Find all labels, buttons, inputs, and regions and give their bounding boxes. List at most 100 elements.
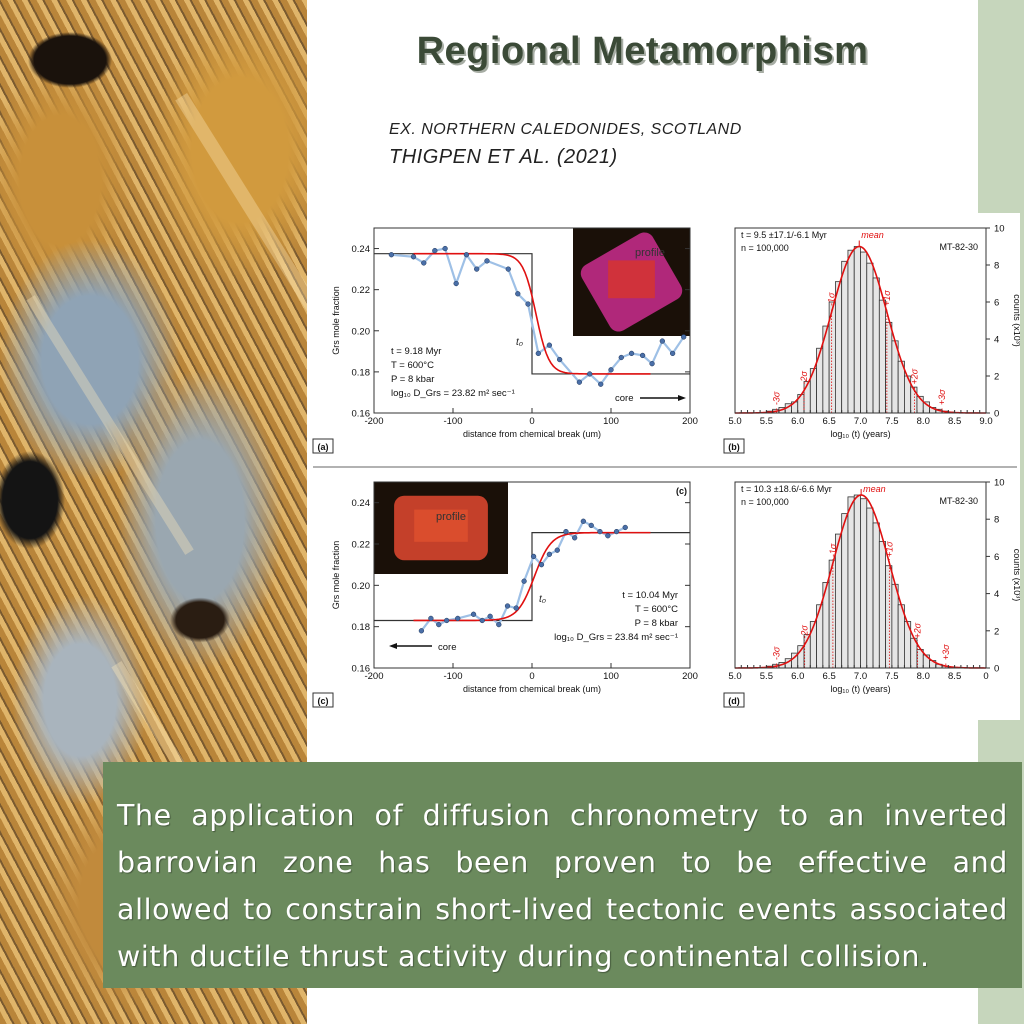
- sample-label: MT-82-30: [939, 496, 978, 506]
- sigma-label: +1σ: [884, 541, 894, 557]
- data-point: [639, 352, 646, 359]
- sigma-label: -1σ: [828, 543, 838, 557]
- histogram-bar: [860, 251, 868, 414]
- y-tick-label: 0.20: [352, 581, 371, 592]
- data-point: [515, 291, 521, 297]
- annotation-text: t = 9.5 ±17.1/-6.1 Myr: [741, 230, 827, 240]
- data-point: [428, 615, 434, 622]
- histogram-bar: [878, 299, 887, 414]
- histogram-bar: [891, 340, 899, 414]
- y-tick-label: 2: [994, 626, 999, 637]
- plot-frame: [734, 481, 987, 669]
- x-tick-label: 8.5: [948, 671, 961, 682]
- data-point: [580, 518, 587, 524]
- y-tick-label: 0.18: [352, 622, 371, 633]
- annotation-text: P = 8 kbar: [391, 374, 434, 385]
- data-point: [410, 254, 417, 260]
- panel-label-box: [723, 692, 745, 708]
- panel-label: (a): [318, 442, 329, 452]
- histogram-bar: [847, 249, 855, 414]
- y-tick-label: 4: [994, 335, 999, 346]
- y-tick-label: 0.18: [352, 367, 371, 378]
- plot-frame: [373, 481, 691, 669]
- x-tick-label: 5.0: [728, 671, 741, 682]
- x-tick-label: 6.5: [823, 671, 836, 682]
- annotation-text: T = 600°C: [635, 604, 678, 615]
- panel-label: (c): [318, 696, 329, 706]
- x-tick-label: 0: [983, 671, 988, 682]
- x-tick-label: 8.5: [948, 416, 961, 427]
- core-arrow-head: [389, 643, 397, 649]
- sigma-label: +2σ: [909, 368, 919, 384]
- histogram-bar: [841, 513, 849, 669]
- data-point: [535, 350, 541, 357]
- histogram-bar: [872, 522, 880, 669]
- sigma-label: -3σ: [771, 391, 781, 405]
- plot-frame: [734, 227, 987, 414]
- gaussian-fit-curve: [734, 245, 987, 414]
- sigma-label: +3σ: [937, 389, 947, 405]
- y-tick-label: 0.24: [352, 244, 371, 255]
- x-tick-label: 0: [529, 416, 534, 427]
- chart-b: -3σ -2σ -1σ +1σ +2σ +3σ mean t = 9.5 ±17.1/-6.1…: [723, 224, 1020, 454]
- y-tick-label: 0: [994, 664, 999, 675]
- y-tick-label: 8: [994, 515, 999, 526]
- histogram-bar: [866, 507, 874, 669]
- t0-label: t₀: [539, 594, 546, 605]
- diffusion-fit-curve: [413, 531, 651, 622]
- data-point: [608, 367, 614, 373]
- x-tick-label: 100: [603, 416, 619, 427]
- core-arrow-label: core: [438, 642, 456, 653]
- chart-a: profile t₀ t = 9.18 Myr T = 600°C P = 8 kbar…: [312, 227, 698, 454]
- x-tick-label: 0: [529, 671, 534, 682]
- y-tick-label: 0: [994, 409, 999, 420]
- core-arrow-head: [678, 395, 686, 401]
- gaussian-fit-curve: [734, 494, 987, 669]
- y-tick-label: 0.20: [352, 326, 371, 337]
- x-tick-label: 5.5: [760, 416, 773, 427]
- data-point: [546, 551, 553, 557]
- t0-label: t₀: [516, 337, 523, 348]
- y-tick-label: 10: [994, 478, 1005, 489]
- annotation-text: log₁₀ D_Grs = 23.82 m² sec⁻¹: [391, 388, 515, 399]
- x-axis-label: log₁₀ (t) (years): [830, 429, 890, 439]
- figure-charts: profile t₀ t = 9.18 Myr T = 600°C P = 8 kbar…: [312, 224, 1020, 708]
- y-tick-label: 0.16: [352, 664, 371, 675]
- y-tick-label: 0.22: [352, 285, 371, 296]
- panel-label-box: [312, 692, 334, 708]
- histogram-bar: [910, 386, 918, 414]
- x-tick-label: 7.0: [854, 416, 867, 427]
- sigma-label: +3σ: [941, 644, 951, 660]
- data-point: [613, 528, 620, 535]
- x-axis-label: distance from chemical break (um): [463, 684, 601, 694]
- data-point: [504, 603, 511, 609]
- data-point: [563, 528, 569, 535]
- annotation-text: t = 10.04 Myr: [622, 590, 678, 601]
- data-point: [557, 356, 563, 363]
- x-tick-label: 6.0: [791, 671, 804, 682]
- data-point: [463, 252, 470, 258]
- data-point: [453, 280, 459, 287]
- y-tick-label: 6: [994, 552, 999, 563]
- caption-text: The application of diffusion chronometry…: [117, 799, 1008, 973]
- panel-label-box: [312, 438, 334, 454]
- x-tick-label: 9.0: [979, 416, 992, 427]
- histogram-bar: [860, 498, 868, 669]
- y-axis-label: Grs mole fraction: [331, 286, 341, 355]
- mean-label: mean: [861, 230, 884, 240]
- data-point: [479, 617, 485, 624]
- histogram-bar: [841, 260, 849, 414]
- garnet-core: [608, 260, 655, 299]
- data-point: [496, 621, 502, 628]
- data-point: [572, 535, 578, 541]
- page-title: Regional Metamorphism: [416, 30, 869, 72]
- x-axis-label: distance from chemical break (um): [463, 429, 601, 439]
- x-tick-label: 7.5: [885, 671, 898, 682]
- data-point: [538, 562, 545, 568]
- histogram-bar: [866, 262, 874, 414]
- data-point: [505, 266, 511, 272]
- x-tick-label: -100: [443, 416, 462, 427]
- sigma-label: -1σ: [827, 292, 837, 306]
- sigma-label: +1σ: [882, 290, 892, 306]
- diffusion-fit-curve: [413, 252, 651, 375]
